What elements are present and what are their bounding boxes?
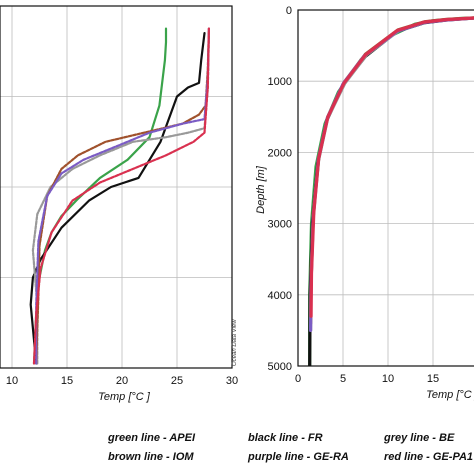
series-line-apei <box>32 27 168 365</box>
y-tick-label: 4000 <box>268 290 292 302</box>
series-line-iom <box>309 16 474 325</box>
x-tick-label: 0 <box>295 373 301 385</box>
right-y-axis-label: Depth [m] <box>255 165 267 214</box>
legend-item-ge-pa1: red line - GE-PA1 <box>384 451 473 463</box>
left-x-axis-label: Temp [°C ] <box>98 391 151 403</box>
legend-item-be: grey line - BE <box>383 432 455 444</box>
right-series-group <box>308 16 474 366</box>
series-line-ge-ra <box>35 27 210 365</box>
right-y-tick-labels: 0 1000 2000 3000 4000 5000 <box>268 5 292 373</box>
series-line-fr <box>29 31 206 365</box>
left-series-group <box>29 27 210 365</box>
x-tick-label: 10 <box>6 375 18 387</box>
x-tick-label: 20 <box>116 375 128 387</box>
legend-item-apei: green line - APEI <box>107 432 196 444</box>
series-line-be <box>309 16 474 332</box>
x-tick-label: 30 <box>226 375 238 387</box>
series-line-fr <box>308 16 474 366</box>
left-x-tick-labels: 10 15 20 25 30 <box>6 375 238 387</box>
y-tick-label: 0 <box>286 5 292 17</box>
legend-item-ge-ra: purple line - GE-RA <box>247 451 349 463</box>
legend-item-fr: black line - FR <box>248 432 323 444</box>
x-tick-label: 10 <box>382 373 394 385</box>
y-tick-label: 5000 <box>268 361 292 373</box>
right-plot-frame <box>297 9 474 367</box>
left-temperature-panel: 10 15 20 25 30 Temp [°C ] Ocean Data View <box>0 5 238 403</box>
series-line-ge-pa1 <box>32 27 210 365</box>
x-tick-label: 5 <box>340 373 346 385</box>
y-tick-label: 2000 <box>268 147 292 159</box>
series-line-ge-ra <box>309 16 474 332</box>
y-tick-label: 1000 <box>268 76 292 88</box>
series-line-ge-pa1 <box>309 16 474 318</box>
series-line-iom <box>35 27 210 365</box>
x-tick-label: 25 <box>171 375 183 387</box>
series-line-apei <box>308 16 474 366</box>
left-plot-frame <box>0 5 233 369</box>
legend: green line - APEI black line - FR grey l… <box>107 432 473 463</box>
y-tick-label: 3000 <box>268 219 292 231</box>
legend-item-iom: brown line - IOM <box>108 451 194 463</box>
left-grid <box>0 6 232 368</box>
series-line-be <box>31 31 210 365</box>
x-tick-label: 15 <box>61 375 73 387</box>
right-x-axis-label: Temp [°C ] <box>426 389 474 401</box>
ocean-data-view-watermark: Ocean Data View <box>232 319 238 366</box>
x-tick-label: 15 <box>427 373 439 385</box>
right-grid <box>298 10 474 366</box>
right-x-tick-labels: 0 5 10 15 <box>295 373 439 385</box>
